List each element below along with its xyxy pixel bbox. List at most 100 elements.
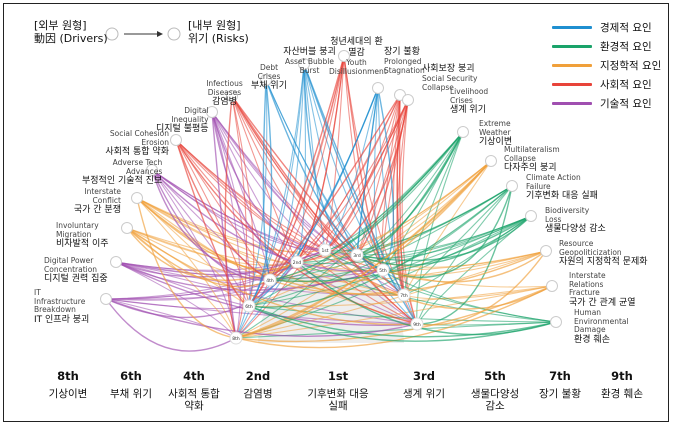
legend-label: 기술적 요인 (600, 98, 652, 110)
link-curve (403, 285, 553, 300)
link-curve (231, 95, 248, 339)
link-curve (296, 160, 492, 263)
driver-label-interstate-conflict: Interstate Conflict 국가 간 분쟁 (66, 187, 121, 216)
driver-en: Digital Inequality (171, 106, 209, 124)
link-curve (175, 139, 271, 281)
driver-ko: 사회보장 붕괴 (422, 64, 475, 74)
factor-legend: 경제적 요인 환경적 요인 지정학적 요인 사회적 요인 기술적 요인 (552, 18, 661, 113)
driver-node (372, 82, 384, 94)
link-curve (303, 63, 405, 296)
legend-swatch (552, 45, 592, 48)
link-curve (231, 95, 418, 325)
driver-label-interstate-relations: Interstate Relations Fracture 국가 간 관계 균열 (569, 271, 636, 309)
legend-label: 지정학적 요인 (600, 60, 662, 72)
link-curve (235, 63, 305, 339)
risk-node (350, 248, 364, 262)
risk-node-label: 1st (322, 248, 329, 254)
driver-en: Interstate Conflict (84, 187, 121, 205)
driver-label-involuntary-migration: Involuntary Migration 비자발적 이주 (56, 221, 116, 250)
outer-circle-symbol (105, 27, 119, 41)
link-curve (211, 111, 298, 263)
link-curve (211, 111, 241, 339)
link-curve (382, 250, 547, 283)
driver-ko: 자산버블 붕괴 (283, 47, 336, 57)
driver-ko: 디지털 불평등 (156, 124, 209, 134)
driver-ko: 기상이변 (479, 137, 513, 147)
driver-node (206, 106, 218, 118)
link-curve (224, 95, 237, 339)
driver-node (170, 134, 182, 146)
driver-en: Social Security Collapse (422, 74, 478, 92)
driver-ko: 환경 훼손 (574, 334, 610, 345)
driver-node (540, 245, 552, 257)
driver-node (457, 126, 469, 138)
driver-en: Infectious Diseases (206, 79, 243, 97)
risk-node-label: 7th (400, 293, 408, 299)
link-curve (396, 94, 405, 296)
rank-5th-name: 생물다양성 감소 (470, 388, 520, 412)
inner-circle-label: [내부 원형] 위기 (Risks) (188, 19, 278, 45)
driver-en: Social Cohesion Erosion (109, 129, 169, 147)
driver-node (260, 74, 272, 86)
link-curve (356, 131, 464, 256)
driver-ko: 디지털 권력 집중 (44, 274, 108, 284)
driver-en: Extreme Weather (479, 119, 511, 137)
driver-node (131, 192, 143, 204)
link-curve (416, 185, 513, 325)
link-curve (235, 285, 553, 349)
driver-node (550, 316, 562, 328)
legend-swatch (552, 83, 592, 86)
driver-label-debt-crises: Debt Crises 부채 위기 (249, 63, 289, 92)
link-curve (324, 215, 532, 256)
outer-circle-title: [외부 원형] (34, 19, 87, 32)
driver-label-youth-disillusionment: 청년세대의 환멸감 Youth Disillusionment (329, 37, 387, 76)
link-curve (235, 160, 492, 339)
driver-en: Biodiversity Loss (545, 206, 590, 224)
driver-node (546, 280, 558, 292)
rank-6th-name: 부채 위기 (110, 388, 152, 400)
driver-en: Multilateralism Collapse (504, 145, 560, 163)
driver-ko: 사회적 통합 약화 (105, 147, 169, 157)
driver-label-digital-power: Digital Power Concentration 디지털 권력 집중 (44, 256, 114, 285)
link-curve (398, 94, 405, 296)
legend-swatch (552, 26, 592, 29)
link-curve (416, 131, 464, 325)
link-curve (211, 111, 251, 307)
legend-label: 환경적 요인 (600, 41, 652, 53)
driver-en: Adverse Tech Advances (112, 158, 163, 176)
driver-label-social-cohesion: Social Cohesion Erosion 사회적 통합 약화 (104, 129, 169, 158)
link-curve (248, 185, 513, 308)
driver-node (110, 256, 122, 268)
link-curve (136, 197, 298, 271)
driver-ko: 부채 위기 (251, 81, 287, 91)
link-curve (136, 197, 237, 339)
link-curve (105, 298, 237, 339)
risk-node (242, 299, 256, 313)
driver-node (525, 210, 537, 222)
link-curve (151, 169, 271, 281)
driver-ko: 장기 불황 (384, 47, 420, 57)
risk-node (318, 243, 332, 257)
link-curve (324, 87, 379, 251)
driver-label-climate-action: Climate Action Failure 기후변화 대응 실패 (526, 173, 598, 202)
rank-5th: 5th (484, 369, 506, 383)
rank-7th-name: 장기 불황 (539, 388, 581, 400)
link-curve (356, 87, 379, 256)
driver-ko: 다자주의 붕괴 (504, 163, 557, 173)
link-curve (296, 63, 306, 263)
driver-ko: 자원의 지정학적 문제화 (559, 257, 648, 267)
driver-ko: IT 인프라 붕괴 (34, 314, 90, 325)
legend-item-environmental: 환경적 요인 (552, 37, 661, 56)
link-curve (231, 95, 405, 296)
driver-en: Resource Geopoliticization (559, 239, 622, 257)
driver-en: Climate Action Failure (526, 173, 581, 191)
legend-item-technological: 기술적 요인 (552, 94, 661, 113)
driver-node (146, 164, 158, 176)
rank-1st: 1st (327, 369, 349, 383)
driver-en: Involuntary Migration (56, 221, 99, 239)
driver-label-adverse-tech: Adverse Tech Advances 부정적인 기술적 진보 (82, 158, 163, 187)
risk-node (376, 263, 390, 277)
risk-node-label: 6th (245, 304, 253, 310)
driver-ko: 기후변화 대응 실패 (526, 191, 598, 201)
driver-label-digital-inequality: Digital Inequality 디지털 불평등 (156, 106, 209, 135)
